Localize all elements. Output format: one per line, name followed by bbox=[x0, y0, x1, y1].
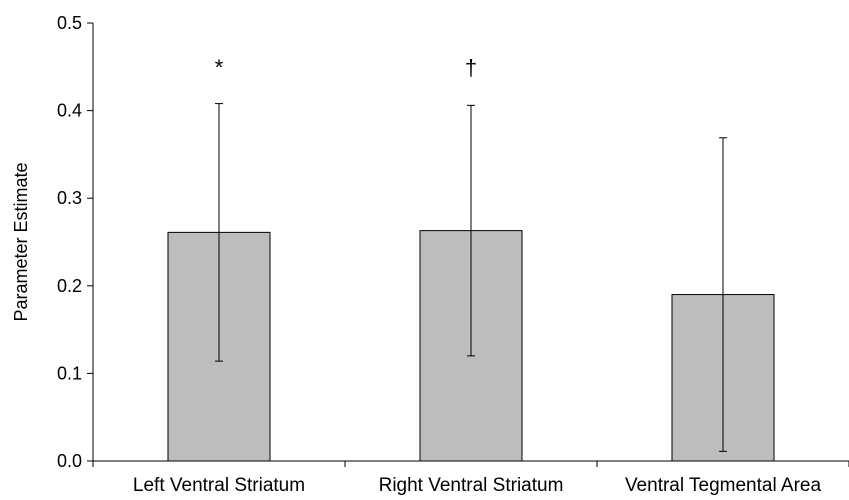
category-label: Ventral Tegmental Area bbox=[625, 475, 822, 496]
significance-marker: * bbox=[215, 55, 224, 80]
y-tick-label: 0.0 bbox=[57, 451, 82, 471]
category-label: Right Ventral Striatum bbox=[379, 475, 564, 496]
category-labels: Left Ventral Striatum Right Ventral Stria… bbox=[133, 475, 822, 496]
category-label: Left Ventral Striatum bbox=[133, 475, 305, 496]
y-tick-label: 0.5 bbox=[57, 13, 82, 33]
y-axis-label: Parameter Estimate bbox=[11, 162, 31, 321]
y-tick-label: 0.4 bbox=[57, 101, 82, 121]
y-tick-label: 0.2 bbox=[57, 276, 82, 296]
bars: * † bbox=[167, 55, 775, 462]
y-tick-label: 0.1 bbox=[57, 363, 82, 383]
significance-marker: † bbox=[465, 55, 477, 80]
y-tick-label: 0.3 bbox=[57, 188, 82, 208]
